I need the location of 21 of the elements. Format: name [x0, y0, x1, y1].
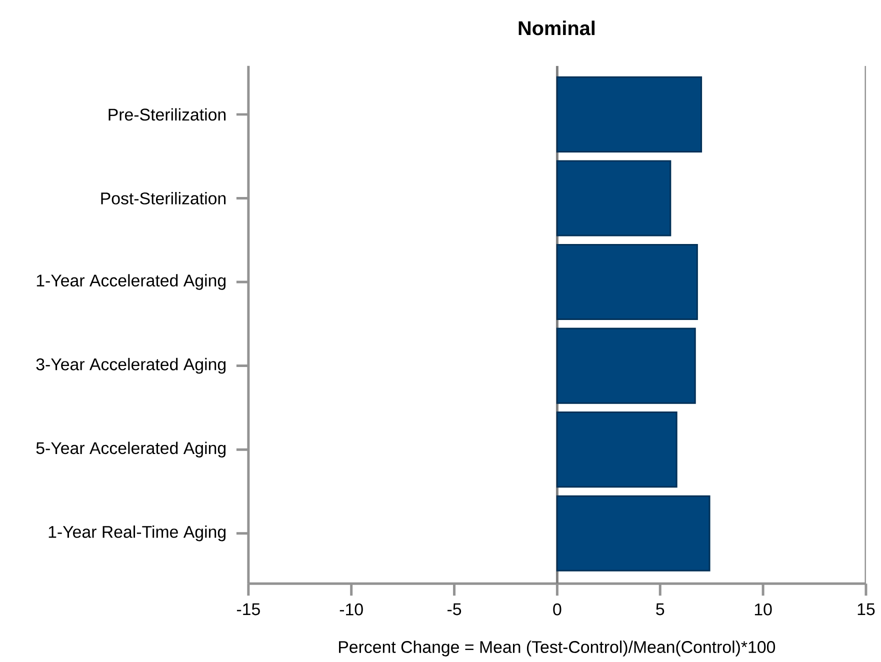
bar: [556, 244, 698, 320]
bar: [556, 411, 678, 488]
bar: [556, 328, 696, 404]
bar: [556, 495, 710, 572]
y-tick-label: Pre-Sterilization: [108, 108, 226, 120]
chart-title: Nominal: [518, 20, 595, 35]
x-tick-label: 0: [553, 603, 562, 616]
y-tick-label: Post-Sterilization: [101, 192, 226, 204]
x-tick-label: -10: [340, 603, 363, 616]
bar: [556, 76, 702, 152]
bar: [556, 160, 672, 236]
x-axis-title: Percent Change = Mean (Test-Control)/Mean(Control)*100: [339, 640, 776, 656]
x-tick-label: 5: [656, 603, 664, 616]
y-tick-label: 1-Year Accelerated Aging: [36, 274, 226, 290]
y-tick-label: 3-Year Accelerated Aging: [36, 358, 226, 374]
x-tick-label: -5: [448, 603, 462, 616]
y-tick-label: 1-Year Real-Time Aging: [48, 525, 226, 542]
x-tick-label: 10: [754, 603, 772, 616]
x-tick-label: 15: [858, 603, 875, 616]
y-tick-label: 5-Year Accelerated Aging: [36, 441, 226, 458]
x-tick-label: -15: [236, 603, 260, 616]
